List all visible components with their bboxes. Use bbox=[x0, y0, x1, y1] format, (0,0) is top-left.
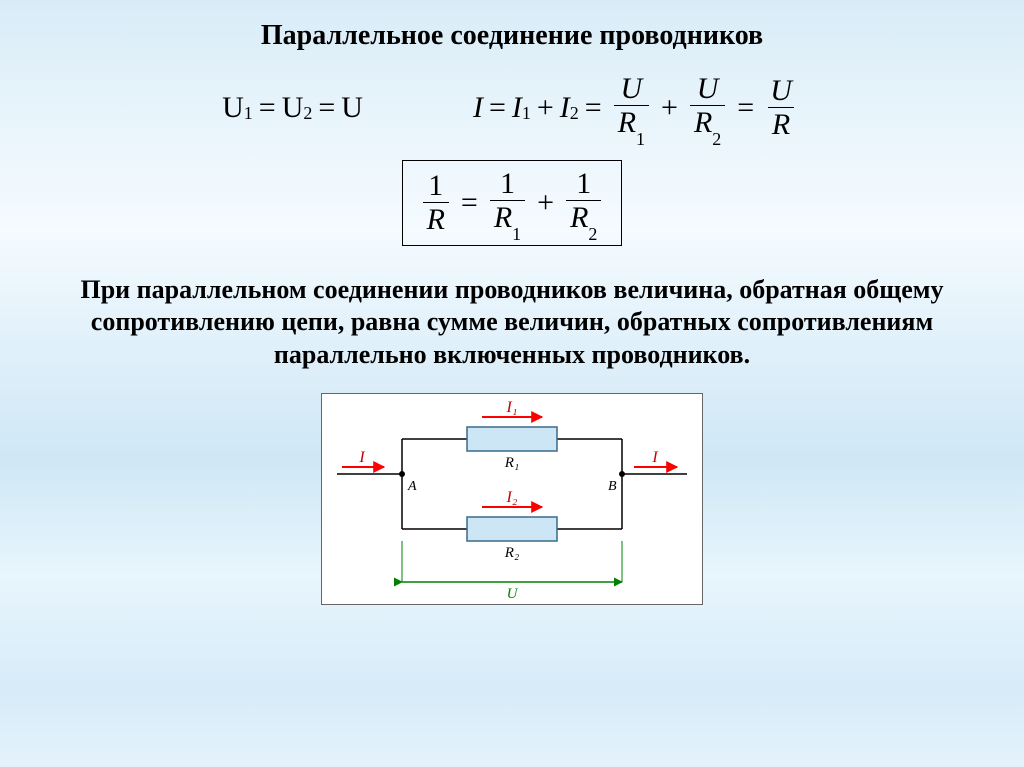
svg-text:I₂: I₂ bbox=[506, 489, 518, 506]
circuit-diagram-wrap: I I I₁ I₂ R₁ R₂ A B U bbox=[0, 393, 1024, 605]
svg-text:A: A bbox=[407, 479, 417, 494]
U: U bbox=[341, 91, 363, 125]
frac-U-R1: U R1 bbox=[614, 72, 649, 144]
voltage-equation: U1 = U2 = U bbox=[222, 91, 363, 125]
equation-row-1: U1 = U2 = U I = I1 + I2 = U R1 + U R2 = … bbox=[0, 72, 1024, 144]
current-equation: I = I1 + I2 = U R1 + U R2 = U R bbox=[473, 72, 802, 144]
frac-U-R: U R bbox=[766, 74, 796, 141]
svg-text:B: B bbox=[608, 479, 617, 494]
page-title: Параллельное соединение проводников bbox=[0, 0, 1024, 52]
frac-1-R2: 1 R2 bbox=[566, 167, 601, 239]
circuit-diagram: I I I₁ I₂ R₁ R₂ A B U bbox=[321, 393, 703, 605]
svg-text:I: I bbox=[358, 449, 365, 466]
frac-1-R1: 1 R1 bbox=[490, 167, 525, 239]
resistance-formula-box: 1 R = 1 R1 + 1 R2 bbox=[402, 160, 623, 246]
frac-U-R2: U R2 bbox=[690, 72, 725, 144]
circuit-svg: I I I₁ I₂ R₁ R₂ A B U bbox=[322, 394, 702, 604]
svg-text:R₂: R₂ bbox=[504, 545, 519, 561]
equation-row-2: 1 R = 1 R1 + 1 R2 bbox=[0, 160, 1024, 246]
svg-text:U: U bbox=[507, 586, 519, 602]
U1: U bbox=[222, 91, 244, 125]
svg-text:R₁: R₁ bbox=[504, 455, 519, 471]
svg-text:I₁: I₁ bbox=[506, 399, 518, 416]
explanation-text: При параллельном соединении проводников … bbox=[40, 274, 984, 372]
frac-1-R: 1 R bbox=[423, 169, 449, 236]
U2: U bbox=[282, 91, 304, 125]
svg-text:I: I bbox=[651, 449, 658, 466]
